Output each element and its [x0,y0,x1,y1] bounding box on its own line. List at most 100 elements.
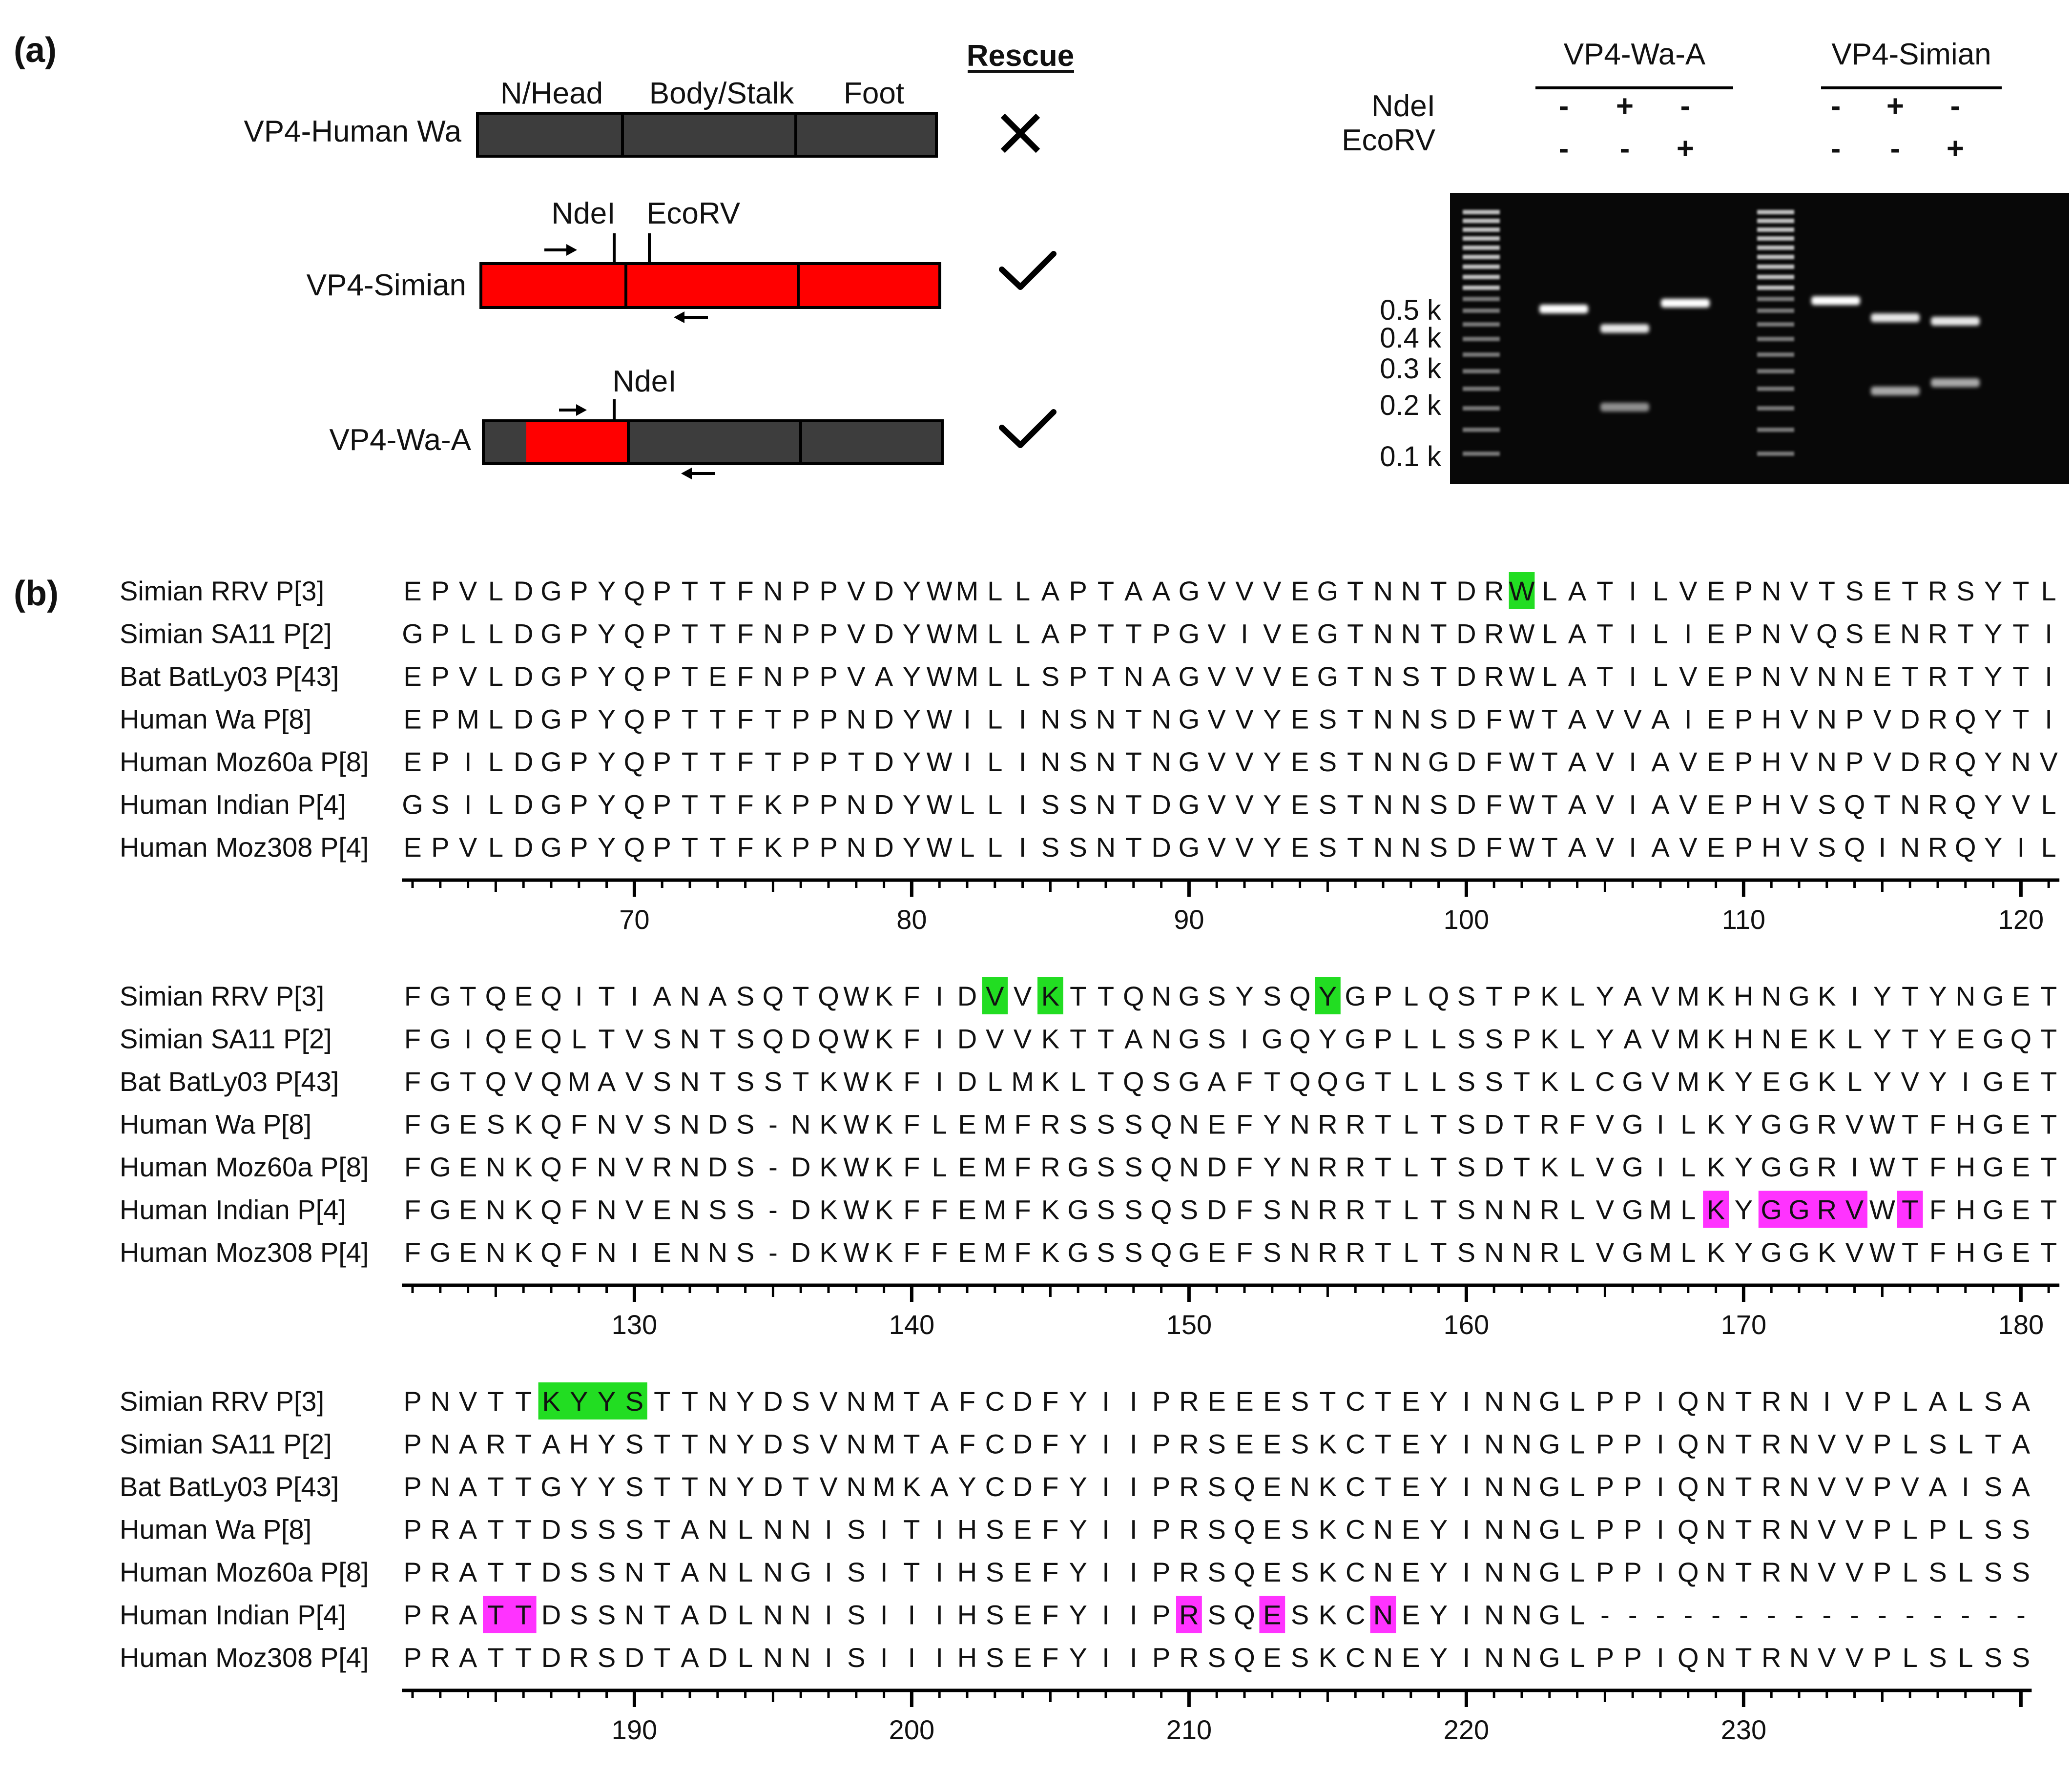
residue: F [1014,1194,1031,1225]
residue: F [404,1237,421,1268]
residue: Q [485,1024,507,1054]
residue: H [957,1557,977,1587]
residue: Y [1263,704,1281,735]
residue: Q [1123,1066,1144,1097]
residue: F [1929,1109,1946,1140]
residue: - [1933,1600,1943,1630]
residue: L [987,704,1002,735]
residue: V [1596,704,1615,735]
residue: L [1653,576,1668,606]
residue: G [1317,618,1339,649]
digest-sign-grid: - + - - + - - - + - - + [1559,89,1964,165]
residue: L [932,1109,947,1140]
residue: P [1152,1514,1170,1545]
residue: V [1208,832,1226,863]
residue: K [875,1194,893,1225]
residue: P [1069,618,1087,649]
residue: K [875,1066,893,1097]
residue: N [680,981,700,1011]
residue: T [682,746,698,777]
residue: V [1208,746,1226,777]
residue: R [1761,1642,1781,1673]
residue: E [1707,789,1725,820]
residue: I [1241,618,1248,649]
residue: L [987,746,1002,777]
residue: S [1485,1066,1503,1097]
residue: T [1735,1471,1752,1502]
residue: N [1151,746,1171,777]
residue: R [1761,1386,1781,1417]
residue: R [1484,618,1504,649]
residue: P [1069,576,1087,606]
residue: F [903,1109,920,1140]
residue: V [1596,1152,1615,1182]
residue: L [1431,1066,1446,1097]
residue: G [1983,1152,2004,1182]
residue: S [1041,832,1059,863]
residue: R [1179,1557,1199,1587]
residue: Y [1069,1429,1087,1460]
residue: A [1568,746,1587,777]
gel-ladder-lane-right [1757,210,1794,456]
residue: N [1151,981,1171,1011]
residue: T [1098,981,1114,1011]
ladder-band [1463,309,1500,313]
residue: W [927,746,953,777]
residue: W [843,1066,869,1097]
residue: E [1291,746,1309,777]
residue: I [631,1237,639,1268]
residue: Q [1234,1642,1255,1673]
residue: P [1152,1642,1170,1673]
residue: L [987,832,1002,863]
residue: S [1263,1194,1281,1225]
residue: T [1125,746,1142,777]
residue: L [987,576,1002,606]
residue: P [1735,746,1753,777]
residue: N [1706,1514,1725,1545]
residue: E [2012,1109,2030,1140]
residue: N [680,1152,700,1182]
residue: T [2012,618,2029,649]
residue: L [1680,1194,1696,1225]
residue: F [571,1194,587,1225]
ladder-band [1757,286,1794,290]
residue: S [1097,1237,1115,1268]
residue: S [1208,1514,1226,1545]
residue: L [987,789,1002,820]
residue: W [1509,704,1535,735]
residue: L [1015,661,1030,692]
residue: N [1484,1642,1504,1673]
residue: S [1263,1237,1281,1268]
residue: T [1125,832,1142,863]
residue: Q [624,618,645,649]
residue: G [540,618,562,649]
residue: Y [598,1471,616,1502]
residue: - [1739,1600,1748,1630]
residue: P [1873,1514,1891,1545]
residue: N [1373,704,1393,735]
residue: N [1706,1386,1725,1417]
residue: Q [624,576,645,606]
residue: F [1929,1194,1946,1225]
residue: V [1208,576,1226,606]
residue: N [1373,1514,1393,1545]
gel-group-label-simian: VP4-Simian [1831,38,1991,71]
residue: G [1983,981,2004,1011]
residue: F [1569,1109,1585,1140]
residue: S [1928,1642,1947,1673]
residue: Y [598,576,616,606]
residue: S [1984,1471,2002,1502]
residue: N [1761,1024,1781,1054]
residue: F [737,746,753,777]
residue: N [1512,1514,1532,1545]
residue: F [404,1024,421,1054]
residue: P [403,1514,421,1545]
residue: K [1707,1194,1725,1225]
residue: M [983,1194,1006,1225]
residue: P [1596,1514,1614,1545]
residue: I [1823,1386,1831,1417]
residue: G [430,1237,451,1268]
residue: T [1874,789,1890,820]
residue: Y [1263,832,1281,863]
residue: N [1789,1429,1809,1460]
